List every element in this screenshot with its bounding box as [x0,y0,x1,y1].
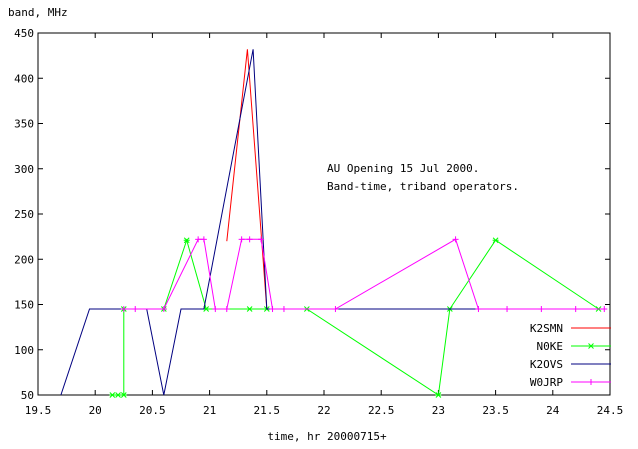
data-point [492,237,499,244]
data-point [132,306,139,313]
data-point [572,306,579,313]
data-point [475,306,482,313]
x-tick-label: 22 [317,404,330,417]
data-point [120,392,127,398]
data-point [183,237,190,244]
data-point [109,392,116,398]
y-tick-label: 100 [14,344,34,357]
data-point [195,236,202,243]
x-axis-label: time, hr 20000715+ [267,430,387,443]
legend-label: W0JRP [530,376,563,389]
data-point [212,306,219,313]
axis-ticks: 19.5 20 20.5 21 21.5 22 22.5 23 23.5 24 24.5 50 100 1… [14,27,623,417]
data-point [258,236,265,243]
legend: K2SMN N0KE K2OVS W0JRP [530,322,611,389]
series-layer [60,49,608,398]
y-tick-label: 350 [14,118,34,131]
series-k2ovs [60,49,565,396]
data-point [238,236,245,243]
data-point [280,306,287,313]
legend-label: K2SMN [530,322,563,335]
data-point [246,306,253,312]
data-point [588,379,594,385]
data-point [200,236,207,243]
y-tick-label: 150 [14,299,34,312]
data-point [160,306,167,313]
x-tick-label: 24.5 [597,404,624,417]
data-point [504,306,511,313]
legend-label: N0KE [537,340,564,353]
y-tick-label: 300 [14,163,34,176]
data-point [538,306,545,313]
data-point [223,306,230,313]
y-tick-label: 200 [14,253,34,266]
data-point [246,236,253,243]
data-point [601,306,608,313]
x-tick-label: 19.5 [25,404,52,417]
y-tick-label: 400 [14,72,34,85]
x-tick-label: 23 [432,404,445,417]
x-tick-label: 21 [203,404,216,417]
x-tick-label: 24 [546,404,560,417]
x-tick-label: 22.5 [368,404,395,417]
y-axis-label: band, MHz [8,6,68,19]
x-tick-label: 20.5 [139,404,166,417]
legend-label: K2OVS [530,358,563,371]
series-w0jrp [120,236,608,313]
annotation-line-2: Band-time, triband operators. [327,180,519,193]
x-tick-label: 20 [89,404,102,417]
y-tick-label: 250 [14,208,34,221]
data-point [332,306,339,313]
x-tick-label: 21.5 [254,404,281,417]
annotation-line-1: AU Opening 15 Jul 2000. [327,162,479,175]
y-tick-label: 450 [14,27,34,40]
data-point [115,392,122,398]
x-tick-label: 23.5 [482,404,509,417]
data-point [435,392,442,398]
data-point [269,306,276,313]
data-point [588,343,594,349]
series-line [60,49,565,396]
data-point [452,236,459,243]
data-point [120,306,127,313]
y-tick-label: 50 [21,389,34,402]
